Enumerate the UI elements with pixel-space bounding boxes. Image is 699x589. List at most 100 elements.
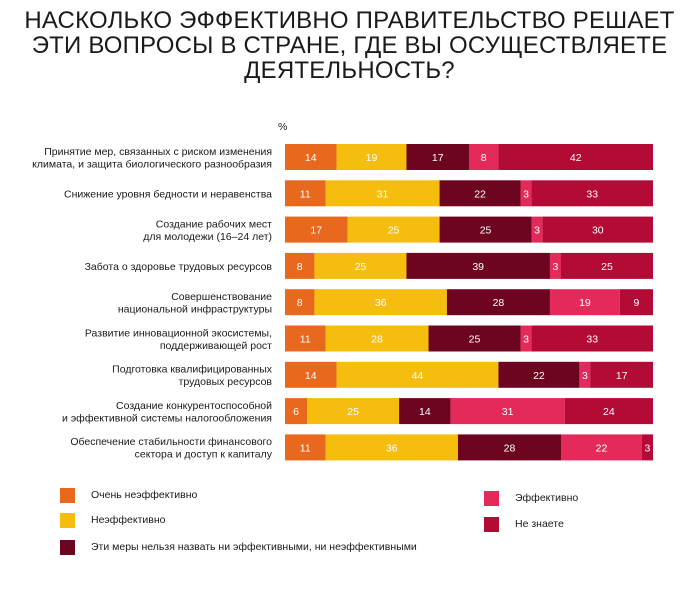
category-label: Развитие инновационной экосистемы,: [85, 327, 272, 339]
bar-segment: [428, 325, 521, 352]
data-label: 8: [481, 152, 487, 164]
bar-segment: [498, 361, 580, 388]
category-label: Принятие мер, связанных с риском изменен…: [44, 146, 272, 158]
bar-segment: [641, 434, 653, 461]
data-label: 36: [386, 442, 398, 454]
bar-segment: [325, 434, 458, 461]
data-label: 3: [582, 370, 588, 382]
bar-segment: [314, 289, 447, 316]
data-label: 3: [523, 334, 529, 346]
data-label: 44: [412, 370, 424, 382]
bar-segment: [285, 434, 326, 461]
bar-segment: [285, 398, 308, 425]
bar-segment: [285, 289, 315, 316]
bar-segment: [307, 398, 400, 425]
data-label: 8: [297, 261, 303, 273]
bar-segment: [285, 180, 326, 207]
chart-title-line-3: ДЕЯТЕЛЬНОСТЬ?: [244, 57, 455, 84]
bar-segment: [399, 398, 451, 425]
bar-segment: [325, 325, 429, 352]
data-label: 31: [377, 188, 389, 200]
bar-segment: [285, 144, 337, 170]
bar-segment: [531, 325, 653, 352]
legend-swatch-ineffective: [60, 513, 75, 528]
category-label: для молодежи (16–24 лет): [143, 231, 272, 243]
data-label: 19: [366, 152, 378, 164]
bar-segment: [285, 252, 315, 279]
data-label: 33: [586, 334, 598, 346]
legend-label-ineffective: Неэффективно: [91, 514, 166, 526]
legend-label-very-ineffective: Очень неэффективно: [91, 489, 198, 501]
legend-label-neutral: Эти меры нельзя назвать ни эффективными,…: [91, 541, 417, 553]
legend-label-effective: Эффективно: [515, 492, 579, 504]
bar-segment: [336, 361, 499, 388]
data-label: 11: [300, 334, 311, 346]
category-label: поддерживающей рост: [160, 340, 272, 352]
data-label: 25: [469, 334, 481, 346]
data-label: 17: [616, 370, 628, 382]
data-label: 25: [347, 406, 359, 418]
bar-segment: [579, 361, 591, 388]
chart-title-line-2: ЭТИ ВОПРОСЫ В СТРАНЕ, ГДЕ ВЫ ОСУЩЕСТВЛЯЕ…: [31, 32, 668, 59]
data-label: 25: [480, 225, 492, 237]
data-label: 28: [504, 442, 516, 454]
data-label: 25: [355, 261, 367, 273]
bar-segment: [564, 398, 653, 425]
data-label: 14: [305, 152, 317, 164]
bar-segment: [520, 180, 532, 207]
bar-segment: [285, 325, 326, 352]
data-label: 30: [592, 225, 604, 237]
data-label: 3: [553, 261, 559, 273]
legend-swatch-very-ineffective: [60, 488, 75, 503]
category-label: и эффективной системы налогообложения: [62, 412, 272, 424]
bar-segment: [542, 216, 653, 243]
legend-swatch-effective: [484, 491, 499, 506]
category-label: Совершенствование: [171, 291, 272, 303]
data-label: 28: [371, 334, 383, 346]
bar-segment: [498, 144, 653, 170]
bar-segment: [549, 289, 620, 316]
category-label: климата, и защита биологического разнооб…: [32, 158, 272, 170]
category-label: Создание рабочих мест: [156, 218, 272, 230]
legend-swatch-neutral: [60, 540, 75, 555]
data-label: 22: [596, 442, 608, 454]
category-label: сектора и доступ к капиталу: [135, 449, 273, 461]
data-label: 31: [502, 406, 514, 418]
data-label: 3: [534, 225, 540, 237]
data-label: 42: [570, 152, 582, 164]
data-label: 22: [474, 188, 486, 200]
data-label: 11: [300, 188, 311, 200]
data-label: 39: [472, 261, 484, 273]
data-label: 25: [601, 261, 613, 273]
unit-label: %: [278, 121, 287, 133]
bar-segment: [439, 180, 521, 207]
category-label: национальной инфраструктуры: [118, 303, 272, 315]
bar-segment: [520, 325, 532, 352]
data-label: 36: [375, 297, 387, 309]
bar-segment: [439, 216, 532, 243]
bar-segment: [406, 144, 469, 170]
bar-segment: [314, 252, 407, 279]
bar-segment: [590, 361, 653, 388]
bar-segment: [347, 216, 440, 243]
bar-segment: [325, 180, 440, 207]
bar-segment: [549, 252, 561, 279]
category-label: Обеспечение стабильности финансового: [70, 436, 272, 448]
bar-segment: [285, 216, 348, 243]
data-label: 22: [533, 370, 545, 382]
bar-segment: [561, 252, 653, 279]
legend-label-dont-know: Не знаете: [515, 518, 564, 530]
data-label: 24: [603, 406, 615, 418]
data-label: 17: [432, 152, 444, 164]
category-label: Снижение уровня бедности и неравенства: [64, 188, 272, 200]
chart-title-line-1: НАСКОЛЬКО ЭФФЕКТИВНО ПРАВИТЕЛЬСТВО РЕШАЕ…: [24, 7, 675, 34]
data-label: 9: [634, 297, 640, 309]
bar-segment: [450, 398, 565, 425]
data-label: 11: [300, 442, 311, 454]
chart-title: НАСКОЛЬКО ЭФФЕКТИВНО ПРАВИТЕЛЬСТВО РЕШАЕ…: [0, 8, 699, 83]
data-label: 19: [579, 297, 591, 309]
legend-swatch-dont-know: [484, 517, 499, 532]
data-label: 33: [586, 188, 598, 200]
data-label: 14: [419, 406, 431, 418]
